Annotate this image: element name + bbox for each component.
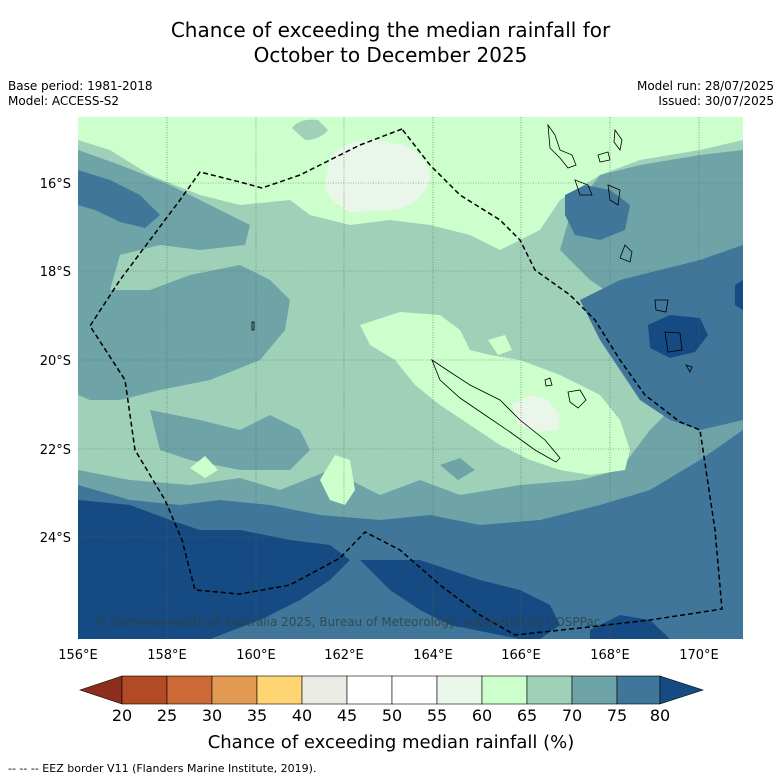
cb-tick-40: 40	[292, 706, 312, 725]
eez-legend-note: -- -- -- EEZ border V11 (Flanders Marine…	[8, 762, 317, 775]
field-60-65-small	[488, 335, 512, 355]
coastlines	[251, 123, 693, 463]
lat-tick-16: 16°S	[40, 177, 71, 192]
chart-title: Chance of exceeding the median rainfall …	[0, 18, 781, 68]
title-line-1: Chance of exceeding the median rainfall …	[170, 18, 611, 42]
colorbar-label: Chance of exceeding median rainfall (%)	[208, 732, 575, 753]
lon-tick-158: 158°E	[147, 648, 187, 663]
cb-tick-35: 35	[247, 706, 267, 725]
colorbar-20-25	[121, 675, 168, 705]
issued-text: Issued: 30/07/2025	[658, 94, 774, 108]
model-run-text: Model run: 28/07/2025	[636, 79, 774, 93]
lon-tick-164: 164°E	[413, 648, 453, 663]
cb-tick-20: 20	[112, 706, 132, 725]
new-caledonia-island	[431, 358, 561, 463]
field-70-75-topspot	[292, 119, 328, 140]
field-75-80-west	[78, 170, 160, 228]
model-text: Model: ACCESS-S2	[8, 94, 120, 108]
lat-tick-24: 24°S	[40, 531, 71, 546]
lon-axis: 156°E 158°E 160°E 162°E 164°E 166°E 168°…	[58, 648, 719, 663]
field-80-south	[78, 500, 350, 639]
eastern-islands	[654, 299, 693, 373]
base-period-text: Base period: 1981-2018	[8, 79, 153, 93]
cb-tick-70: 70	[562, 706, 582, 725]
cb-tick-65: 65	[517, 706, 537, 725]
lat-tick-20: 20°S	[40, 354, 71, 369]
lat-tick-22: 22°S	[40, 443, 71, 458]
title-line-2: October to December 2025	[253, 43, 528, 67]
cb-tick-75: 75	[607, 706, 627, 725]
cb-tick-50: 50	[382, 706, 402, 725]
field-60-65-spot1	[190, 456, 218, 478]
field-80-east	[648, 315, 708, 358]
colorbar-extend-low	[79, 675, 123, 705]
field-80-east-edge	[735, 280, 743, 310]
colorbar-50-55	[391, 675, 438, 705]
colorbar-45-50	[346, 675, 393, 705]
cb-tick-80: 80	[650, 706, 670, 725]
lon-tick-170: 170°E	[679, 648, 719, 663]
colorbar-75-80	[616, 675, 661, 705]
colorbar	[79, 675, 704, 705]
copyright-text: © Commonwealth of Australia 2025, Bureau…	[95, 615, 600, 629]
vanuatu-islands	[547, 123, 633, 263]
colorbar-65-70	[526, 675, 573, 705]
lon-tick-156: 156°E	[58, 648, 98, 663]
field-75-80-nepatch	[565, 185, 630, 240]
loyalty-islands	[544, 377, 587, 409]
field-60-65-nc	[360, 312, 630, 475]
lon-tick-162: 162°E	[324, 648, 364, 663]
colorbar-extend-high	[659, 675, 704, 705]
field-70-75-mid	[150, 410, 310, 470]
cb-tick-30: 30	[202, 706, 222, 725]
lon-tick-160: 160°E	[236, 648, 276, 663]
colorbar-35-40	[256, 675, 303, 705]
cb-tick-25: 25	[157, 706, 177, 725]
colorbar-ticks: 20 25 30 35 40 45 50 55 60 65 70 75 80	[112, 706, 670, 725]
map-panel	[78, 117, 743, 639]
small-islet	[251, 321, 255, 331]
cb-tick-45: 45	[337, 706, 357, 725]
lat-axis: 16°S 18°S 20°S 22°S 24°S	[40, 177, 71, 546]
colorbar-25-30	[166, 675, 213, 705]
meta-right: Model run: 28/07/2025 Issued: 30/07/2025	[637, 79, 774, 109]
colorbar-70-75	[571, 675, 618, 705]
colorbar-40-45	[301, 675, 348, 705]
eez-border	[89, 128, 723, 636]
colorbar-55-60	[436, 675, 483, 705]
field-70-75-small	[440, 458, 475, 480]
lon-tick-166: 166°E	[501, 648, 541, 663]
colorbar-30-35	[211, 675, 258, 705]
cb-tick-55: 55	[427, 706, 447, 725]
cb-tick-60: 60	[472, 706, 492, 725]
lat-tick-18: 18°S	[40, 265, 71, 280]
graticule	[78, 117, 743, 639]
lon-tick-168: 168°E	[590, 648, 630, 663]
field-55-60-north	[325, 140, 430, 212]
meta-left: Base period: 1981-2018 Model: ACCESS-S2	[8, 79, 153, 109]
field-60-65-spot2	[320, 455, 355, 505]
colorbar-60-65	[481, 675, 528, 705]
